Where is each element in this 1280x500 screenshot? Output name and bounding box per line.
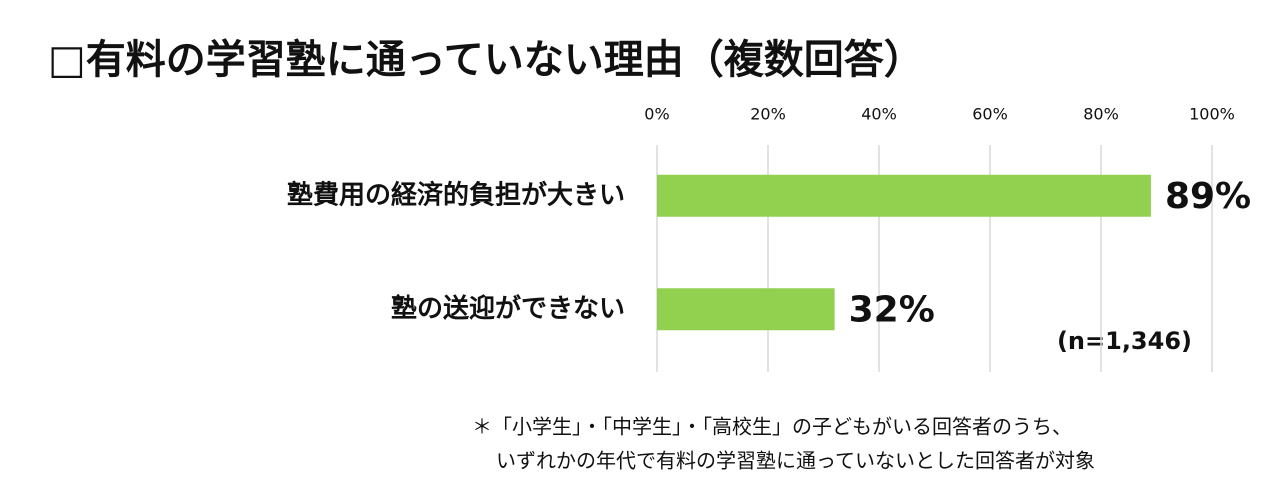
x-tick-label: 100% <box>1189 105 1235 124</box>
sample-size: (n=1,346) <box>1057 327 1192 355</box>
x-tick-label: 60% <box>972 105 1008 124</box>
value-label: 89% <box>1165 176 1251 217</box>
category-label: 塾費用の経済的負担が大きい <box>287 179 625 210</box>
bar <box>657 288 835 331</box>
footnote: ＊「小学生」・「中学生」・「高校生」の子どもがいる回答者のうち、 <box>472 415 1072 439</box>
x-tick-label: 0% <box>644 105 669 124</box>
x-tick-label: 80% <box>1083 105 1119 124</box>
bar <box>657 174 1151 217</box>
x-tick-label: 40% <box>861 105 897 124</box>
value-label: 32% <box>849 289 935 330</box>
x-tick-label: 20% <box>750 105 786 124</box>
chart-title: □有料の学習塾に通っていない理由（複数回答） <box>48 37 924 83</box>
footnote: いずれかの年代で有料の学習塾に通っていないとした回答者が対象 <box>496 449 1095 473</box>
category-label: 塾の送迎ができない <box>391 293 625 324</box>
